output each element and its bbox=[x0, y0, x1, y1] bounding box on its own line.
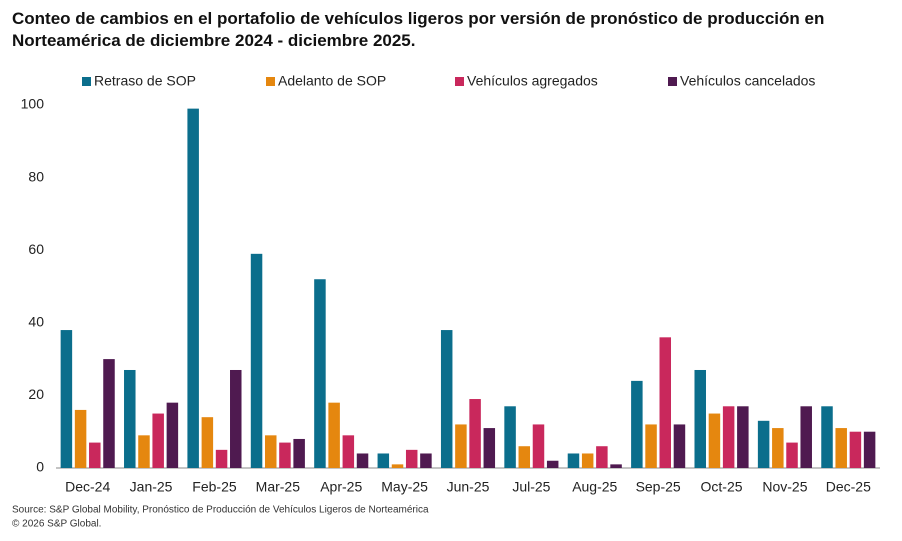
bar bbox=[596, 446, 608, 468]
bar bbox=[835, 428, 847, 468]
x-tick-label: Sep-25 bbox=[636, 479, 681, 495]
bar bbox=[201, 417, 214, 468]
bar bbox=[821, 406, 833, 468]
bar bbox=[279, 442, 291, 468]
bar bbox=[849, 431, 862, 468]
bar bbox=[504, 406, 516, 468]
x-tick-label: Dec-24 bbox=[65, 479, 110, 495]
legend-swatch bbox=[455, 77, 464, 86]
bar bbox=[264, 435, 277, 468]
legend-label: Vehículos agregados bbox=[467, 73, 598, 89]
bar bbox=[610, 464, 622, 468]
y-tick-label: 0 bbox=[36, 459, 44, 475]
bar bbox=[103, 359, 115, 468]
bar bbox=[772, 428, 784, 468]
bar bbox=[124, 369, 136, 468]
x-tick-label: Jul-25 bbox=[512, 479, 550, 495]
bar bbox=[518, 446, 531, 468]
bar bbox=[230, 369, 242, 468]
x-tick-label: Apr-25 bbox=[320, 479, 362, 495]
bar bbox=[250, 253, 263, 468]
bar bbox=[722, 406, 735, 468]
y-tick-label: 80 bbox=[28, 168, 44, 184]
bar bbox=[581, 453, 594, 468]
bar bbox=[420, 453, 432, 468]
x-tick-label: Dec-25 bbox=[826, 479, 871, 495]
bar bbox=[166, 402, 179, 468]
bar bbox=[532, 424, 545, 468]
legend-swatch bbox=[82, 77, 91, 86]
bar bbox=[342, 435, 355, 468]
bar bbox=[863, 431, 876, 468]
x-tick-label: Feb-25 bbox=[192, 479, 237, 495]
legend-swatch bbox=[668, 77, 677, 86]
bar bbox=[659, 337, 672, 468]
bar bbox=[152, 413, 164, 468]
bar bbox=[757, 420, 770, 468]
x-tick-label: Aug-25 bbox=[572, 479, 617, 495]
bar bbox=[356, 453, 369, 468]
bar bbox=[546, 460, 559, 468]
bar bbox=[314, 279, 326, 468]
bar bbox=[737, 406, 749, 468]
bar bbox=[138, 435, 150, 468]
bar bbox=[440, 330, 453, 468]
bar bbox=[293, 438, 305, 468]
bar bbox=[328, 402, 340, 468]
bar bbox=[74, 409, 87, 468]
bar bbox=[391, 464, 404, 468]
bar bbox=[567, 453, 580, 468]
bar bbox=[483, 428, 496, 468]
bar bbox=[455, 424, 467, 468]
legend-label: Adelanto de SOP bbox=[278, 73, 386, 89]
bar bbox=[89, 442, 101, 468]
bar bbox=[645, 424, 657, 468]
legend-label: Vehículos cancelados bbox=[680, 73, 815, 89]
copyright: © 2026 S&P Global. bbox=[12, 519, 101, 530]
bar bbox=[800, 406, 812, 468]
bar bbox=[708, 413, 721, 468]
chart-title: Conteo de cambios en el portafolio de ve… bbox=[12, 9, 825, 50]
legend-label: Retraso de SOP bbox=[94, 73, 196, 89]
bar bbox=[187, 108, 199, 468]
x-tick-label: Jun-25 bbox=[447, 479, 490, 495]
y-tick-label: 20 bbox=[28, 386, 44, 402]
x-tick-label: Mar-25 bbox=[256, 479, 301, 495]
y-tick-label: 40 bbox=[28, 314, 44, 330]
source: Source: S&P Global Mobility, Pronóstico … bbox=[12, 505, 429, 516]
bar bbox=[377, 453, 390, 468]
bar bbox=[215, 449, 228, 468]
y-tick-label: 60 bbox=[28, 241, 44, 257]
y-tick-label: 100 bbox=[21, 96, 45, 112]
bar bbox=[673, 424, 686, 468]
bar bbox=[786, 442, 798, 468]
bar bbox=[631, 380, 643, 468]
bar bbox=[469, 399, 481, 468]
x-tick-label: Nov-25 bbox=[762, 479, 807, 495]
legend-swatch bbox=[266, 77, 275, 86]
x-tick-label: Oct-25 bbox=[701, 479, 743, 495]
x-tick-label: May-25 bbox=[381, 479, 428, 495]
bar bbox=[694, 369, 706, 468]
bar bbox=[60, 330, 73, 468]
x-tick-label: Jan-25 bbox=[130, 479, 173, 495]
bar bbox=[405, 449, 418, 468]
